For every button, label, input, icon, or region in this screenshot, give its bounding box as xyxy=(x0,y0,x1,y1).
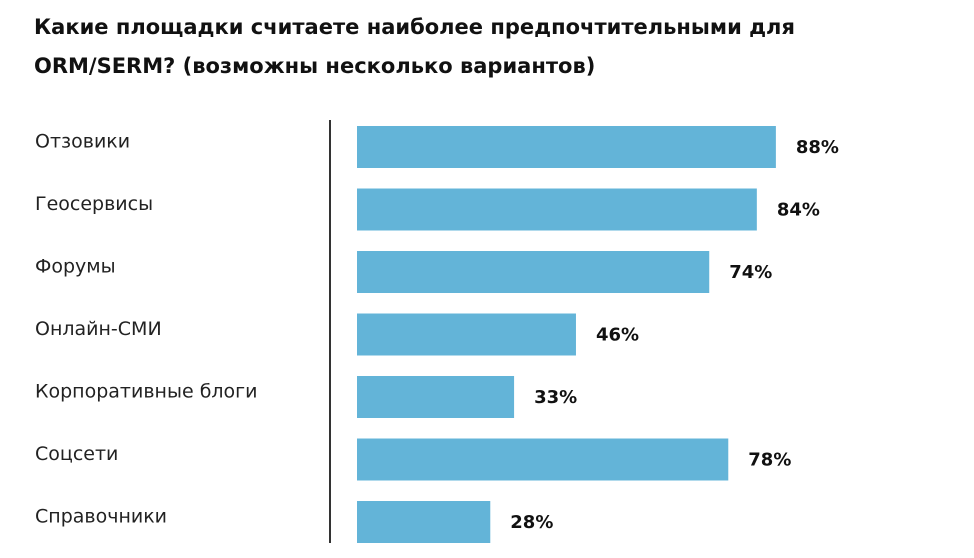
category-label: Справочники xyxy=(35,506,167,528)
value-label: 78% xyxy=(748,450,791,471)
bar xyxy=(357,251,710,293)
bar xyxy=(357,126,776,168)
value-label: 33% xyxy=(534,387,577,408)
bar xyxy=(357,188,757,231)
category-label: Корпоративные блоги xyxy=(35,381,258,403)
chart-title: Какие площадки считаете наиболее предпоч… xyxy=(34,15,795,78)
category-label: Онлайн-СМИ xyxy=(35,318,162,340)
value-label: 88% xyxy=(796,137,839,158)
value-label: 46% xyxy=(596,325,639,346)
bar xyxy=(357,438,729,481)
value-label: 74% xyxy=(729,262,772,283)
category-label: Форумы xyxy=(35,256,116,278)
bar xyxy=(357,376,515,418)
bar xyxy=(357,501,491,543)
value-label: 28% xyxy=(510,512,553,533)
category-label: Отзовики xyxy=(35,131,130,153)
bar xyxy=(357,313,576,356)
value-label: 84% xyxy=(777,200,820,221)
category-label: Геосервисы xyxy=(35,193,153,215)
category-label: Соцсети xyxy=(35,443,118,465)
